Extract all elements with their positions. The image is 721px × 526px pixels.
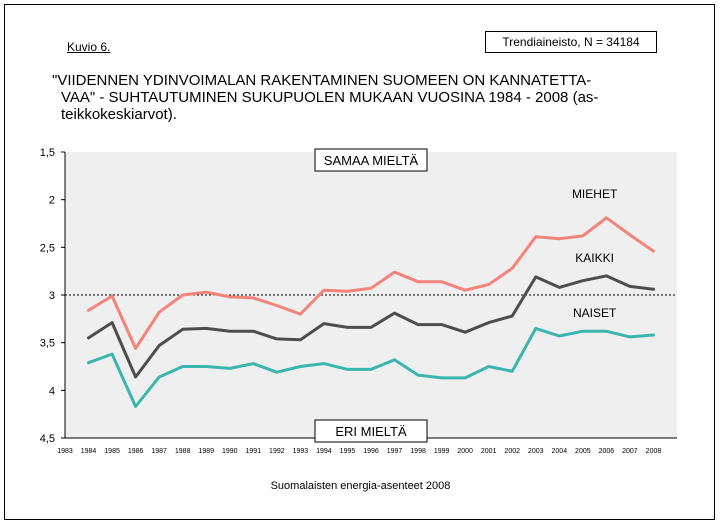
x-tick-label: 1993 bbox=[293, 448, 309, 455]
chart-title: "VIIDENNEN YDINVOIMALAN RAKENTAMINEN SUO… bbox=[52, 72, 662, 123]
series-line-miehet bbox=[87, 216, 655, 350]
x-tick-label: 2002 bbox=[504, 448, 520, 455]
annotation-agree-box bbox=[314, 148, 428, 172]
x-tick-label: 2000 bbox=[457, 448, 473, 455]
x-tick-label: 1986 bbox=[128, 448, 144, 455]
y-tick-label: 4,5 bbox=[40, 433, 55, 445]
dataset-box: Trendiaineisto, N = 34184 bbox=[485, 31, 657, 53]
x-tick-label: 2005 bbox=[575, 448, 591, 455]
y-tick-label: 4 bbox=[49, 385, 55, 397]
x-tick-label: 1996 bbox=[363, 448, 379, 455]
series-label-miehet: MIEHET bbox=[572, 187, 618, 201]
x-tick-label: 1984 bbox=[81, 448, 97, 455]
figure-label: Kuvio 6. bbox=[67, 40, 111, 54]
x-tick-label: 1999 bbox=[434, 448, 450, 455]
y-tick-label: 3 bbox=[49, 290, 55, 302]
title-line-2: VAA" - SUHTAUTUMINEN SUKUPUOLEN MUKAAN V… bbox=[61, 89, 599, 106]
x-tick-label: 1994 bbox=[316, 448, 332, 455]
x-tick-label: 2008 bbox=[646, 448, 662, 455]
x-tick-label: 1983 bbox=[57, 448, 73, 455]
source-caption: Suomalaisten energia-asenteet 2008 bbox=[270, 480, 451, 492]
x-tick-label: 1992 bbox=[269, 448, 285, 455]
annotation-agree-label: SAMAA MIELTÄ bbox=[324, 153, 419, 168]
series-label-kaikki: KAIKKI bbox=[575, 251, 614, 265]
annotation-disagree-box bbox=[314, 419, 428, 443]
x-tick-label: 1997 bbox=[387, 448, 403, 455]
x-tick-label: 2003 bbox=[528, 448, 544, 455]
y-tick-label: 2 bbox=[49, 195, 55, 207]
title-line-1: "VIIDENNEN YDINVOIMALAN RAKENTAMINEN SUO… bbox=[52, 72, 592, 89]
x-tick-label: 1987 bbox=[151, 448, 167, 455]
x-tick-label: 2004 bbox=[552, 448, 568, 455]
y-tick-label: 1,5 bbox=[40, 147, 55, 159]
y-tick-label: 3,5 bbox=[40, 338, 55, 350]
series-label-naiset: NAISET bbox=[573, 306, 617, 320]
title-line-3: teikkokeskiarvot). bbox=[61, 106, 177, 123]
x-tick-label: 1988 bbox=[175, 448, 191, 455]
x-tick-label: 1989 bbox=[198, 448, 214, 455]
annotation-disagree-label: ERI MIELTÄ bbox=[335, 424, 407, 439]
x-tick-label: 1991 bbox=[246, 448, 262, 455]
y-tick-label: 2,5 bbox=[40, 242, 55, 254]
x-tick-label: 2006 bbox=[599, 448, 615, 455]
x-tick-label: 1990 bbox=[222, 448, 238, 455]
x-tick-label: 1985 bbox=[104, 448, 120, 455]
x-tick-label: 1998 bbox=[410, 448, 426, 455]
x-tick-label: 1995 bbox=[340, 448, 356, 455]
x-tick-label: 2007 bbox=[622, 448, 638, 455]
series-line-naiset bbox=[87, 326, 655, 408]
x-tick-label: 2001 bbox=[481, 448, 497, 455]
series-line-kaikki bbox=[87, 274, 655, 379]
